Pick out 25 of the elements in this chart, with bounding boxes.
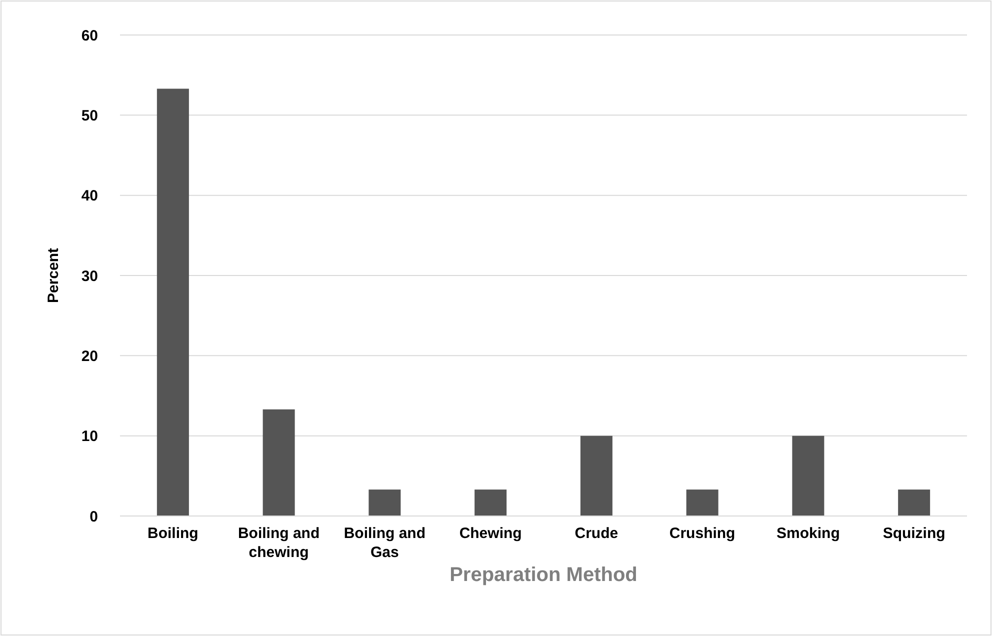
y-tick-label: 60 <box>81 27 98 44</box>
x-axis-title: Preparation Method <box>450 564 638 586</box>
y-tick-label: 50 <box>81 107 98 124</box>
x-tick-label: Squizing <box>882 525 946 542</box>
bar <box>686 490 718 516</box>
bar <box>580 436 612 516</box>
bar <box>474 490 507 516</box>
x-tick-label: Crude <box>574 525 618 542</box>
y-tick-label: 0 <box>90 508 98 526</box>
y-tick-label: 30 <box>81 268 98 285</box>
x-tick-label: Crushing <box>669 525 736 542</box>
bar <box>368 490 401 516</box>
x-tick-label: Chewing <box>459 525 522 542</box>
bar <box>792 436 824 516</box>
y-tick-label: 10 <box>81 428 98 446</box>
y-tick-label: 20 <box>81 348 98 365</box>
y-axis-title: Percent <box>45 248 62 304</box>
x-tick-label: Boiling and Gas <box>344 525 426 561</box>
x-tick-label: Boiling and chewing <box>238 525 320 561</box>
y-tick-label: 40 <box>81 188 98 205</box>
x-tick-label: Smoking <box>776 525 840 542</box>
x-tick-label: Boiling <box>148 525 198 542</box>
bar <box>898 490 930 516</box>
bar <box>262 409 295 516</box>
bar <box>156 88 189 516</box>
